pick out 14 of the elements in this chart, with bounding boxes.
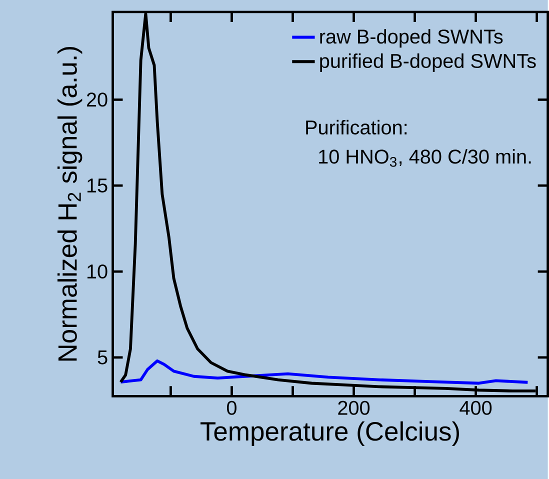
x-tick-label: 200 xyxy=(338,400,370,415)
y-axis-title: Normalized H$_{2}$ signal (a.u.) xyxy=(57,47,82,361)
line-series xyxy=(119,359,530,385)
y-tick-label: 15 xyxy=(87,178,108,193)
x-tick-label: 400 xyxy=(460,400,492,415)
y-tick-label: 5 xyxy=(98,350,108,364)
x-tick-label: 0 xyxy=(226,400,236,415)
annotation: 10 HNO$_{3}$, 480 C/30 min. xyxy=(319,149,531,167)
legend-label: raw B-doped SWNTs xyxy=(320,29,503,48)
y-tick-label: 20 xyxy=(86,92,108,107)
x-axis-title: Temperature (Celcius) xyxy=(200,421,459,446)
legend-label: purified B-doped SWNTs xyxy=(320,53,536,72)
y-tick-label: 10 xyxy=(87,264,108,279)
annotation: Purification: xyxy=(306,120,407,135)
